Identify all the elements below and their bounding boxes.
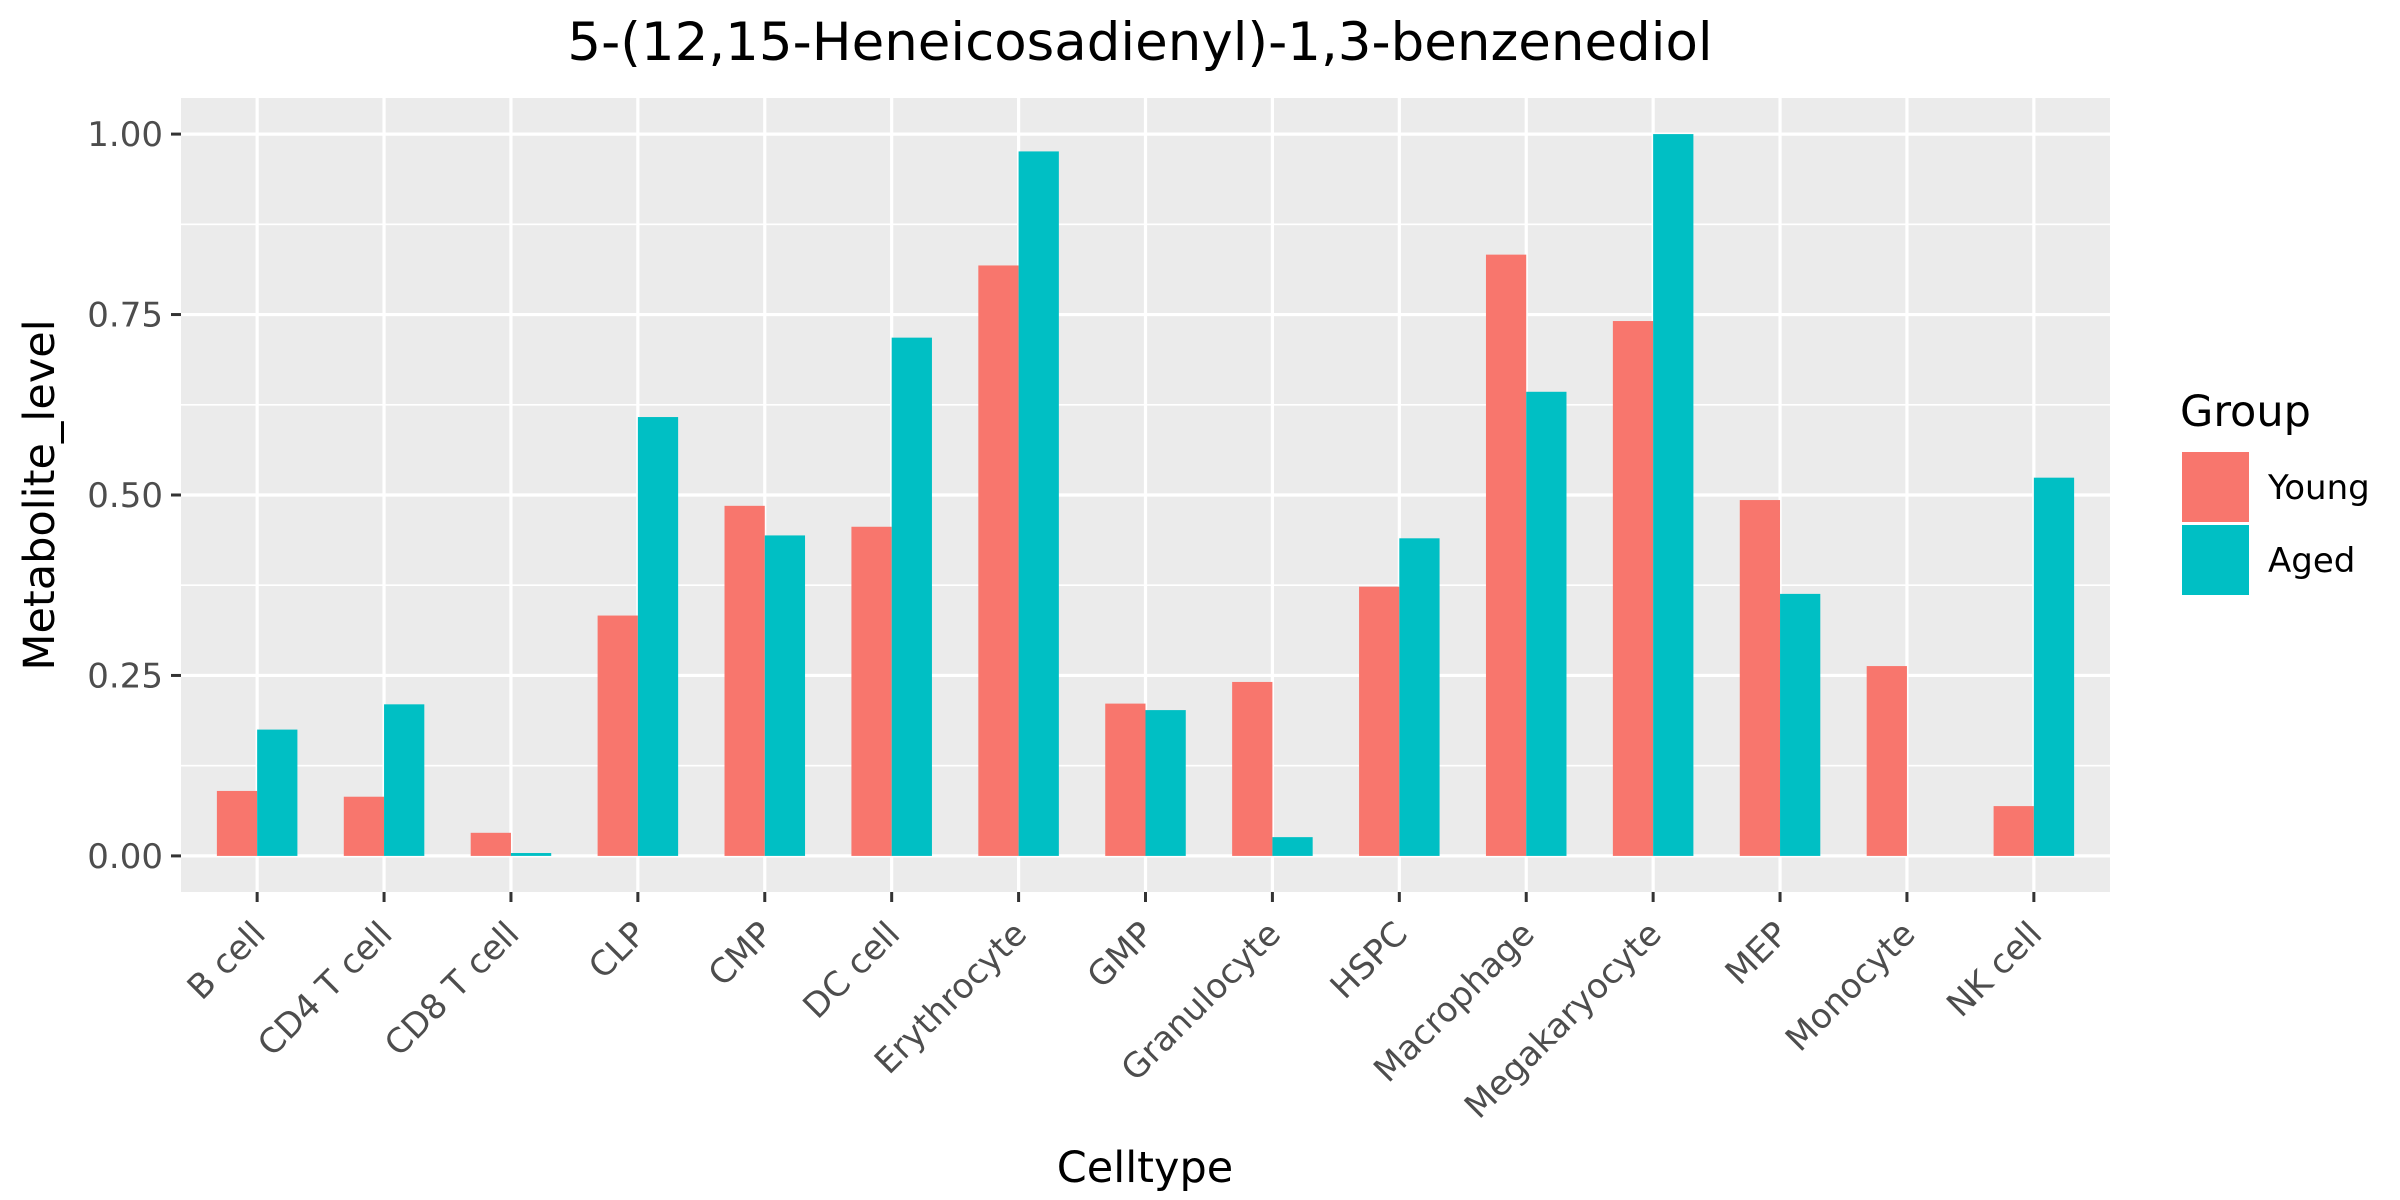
y-axis: 0.00 0.25 0.50 0.75 1.00 [87, 115, 181, 877]
x-tick-label: Monocyte [1778, 914, 1923, 1059]
legend-key-young [2182, 452, 2249, 522]
bar-young [1232, 681, 1273, 856]
x-tick-label: B cell [180, 914, 274, 1008]
legend-label: Young [2267, 468, 2370, 508]
bar-aged [1526, 391, 1567, 856]
bar-young [470, 832, 511, 856]
legend-title: Group [2180, 387, 2311, 437]
bar-young [724, 505, 765, 856]
bar-aged [510, 853, 552, 856]
bar-aged [1780, 593, 1821, 856]
bar-young [1739, 500, 1781, 856]
x-tick-label: MEP [1718, 914, 1797, 993]
x-tick-label: DC cell [795, 914, 908, 1027]
bar-aged [1399, 538, 1440, 856]
bar-young [1993, 806, 2034, 856]
bar-young [851, 526, 892, 856]
bar-aged [764, 535, 806, 856]
x-tick-label: HSPC [1323, 914, 1416, 1007]
x-tick-label: CMP [701, 914, 781, 994]
bar-aged [1272, 837, 1313, 856]
bar-aged [1653, 134, 1694, 856]
x-tick-label: CD8 T cell [377, 914, 527, 1064]
legend: Group Young Aged [2180, 387, 2370, 595]
y-tick-label: 0.00 [87, 837, 163, 877]
y-tick-label: 0.75 [87, 296, 163, 336]
bar-young [1105, 703, 1146, 856]
x-tick-label: NK cell [1939, 914, 2050, 1025]
bar-aged [384, 704, 425, 856]
bar-aged [1018, 151, 1059, 856]
legend-label: Aged [2268, 541, 2355, 581]
bar-aged [2033, 477, 2075, 856]
x-axis-title: Celltype [1057, 1143, 1233, 1193]
bar-aged [1145, 710, 1186, 856]
x-tick-label: GMP [1080, 914, 1162, 996]
bar-young [1612, 321, 1654, 856]
bar-young [1359, 586, 1400, 856]
chart-title: 5-(12,15-Heneicosadienyl)-1,3-benzenedio… [567, 12, 1712, 73]
bar-aged [637, 417, 679, 856]
bar-aged [257, 729, 298, 856]
legend-key-aged [2182, 525, 2249, 595]
x-tick-label: CD4 T cell [250, 914, 400, 1064]
bar-young [343, 796, 385, 856]
y-tick-label: 0.50 [87, 476, 163, 516]
y-axis-title: Metabolite_level [15, 319, 65, 670]
bar-aged [891, 337, 932, 856]
y-tick-label: 1.00 [87, 115, 163, 155]
bar-young [1485, 254, 1527, 856]
x-tick-label: CLP [581, 914, 654, 987]
bar-young [597, 615, 638, 856]
bar-young [216, 790, 258, 856]
bar-young [1866, 666, 1907, 856]
bar-young [978, 265, 1019, 856]
bars [216, 134, 2075, 856]
y-tick-label: 0.25 [87, 656, 163, 696]
